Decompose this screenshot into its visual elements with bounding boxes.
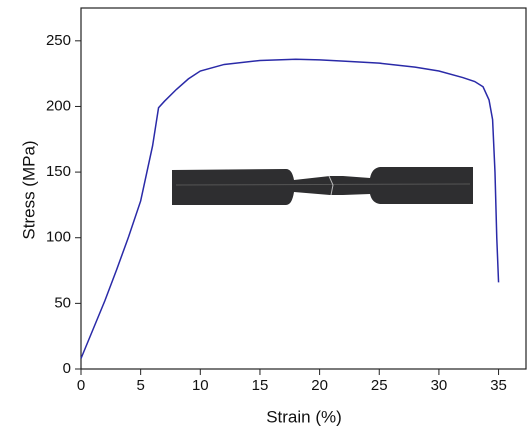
specimen-photo bbox=[172, 167, 473, 205]
x-tick-label: 25 bbox=[371, 377, 388, 394]
stress-strain-curve bbox=[80, 58, 500, 359]
y-tick-label: 100 bbox=[46, 229, 71, 246]
y-tick-label: 250 bbox=[46, 32, 71, 49]
x-tick-label: 10 bbox=[192, 377, 209, 394]
plot-frame bbox=[80, 7, 527, 370]
x-tick-label: 15 bbox=[252, 377, 269, 394]
y-tick-label: 50 bbox=[54, 294, 71, 311]
x-tick-label: 20 bbox=[311, 377, 328, 394]
y-tick-label: 0 bbox=[63, 360, 71, 377]
y-axis-title: Stress (MPa) bbox=[19, 140, 38, 239]
y-tick-label: 200 bbox=[46, 97, 71, 114]
x-tick-label: 30 bbox=[431, 377, 448, 394]
x-tick-label: 0 bbox=[77, 377, 85, 394]
x-tick-label: 5 bbox=[136, 377, 144, 394]
x-tick-label: 35 bbox=[490, 377, 507, 394]
y-tick-label: 150 bbox=[46, 163, 71, 180]
x-axis-title: Strain (%) bbox=[266, 407, 342, 426]
